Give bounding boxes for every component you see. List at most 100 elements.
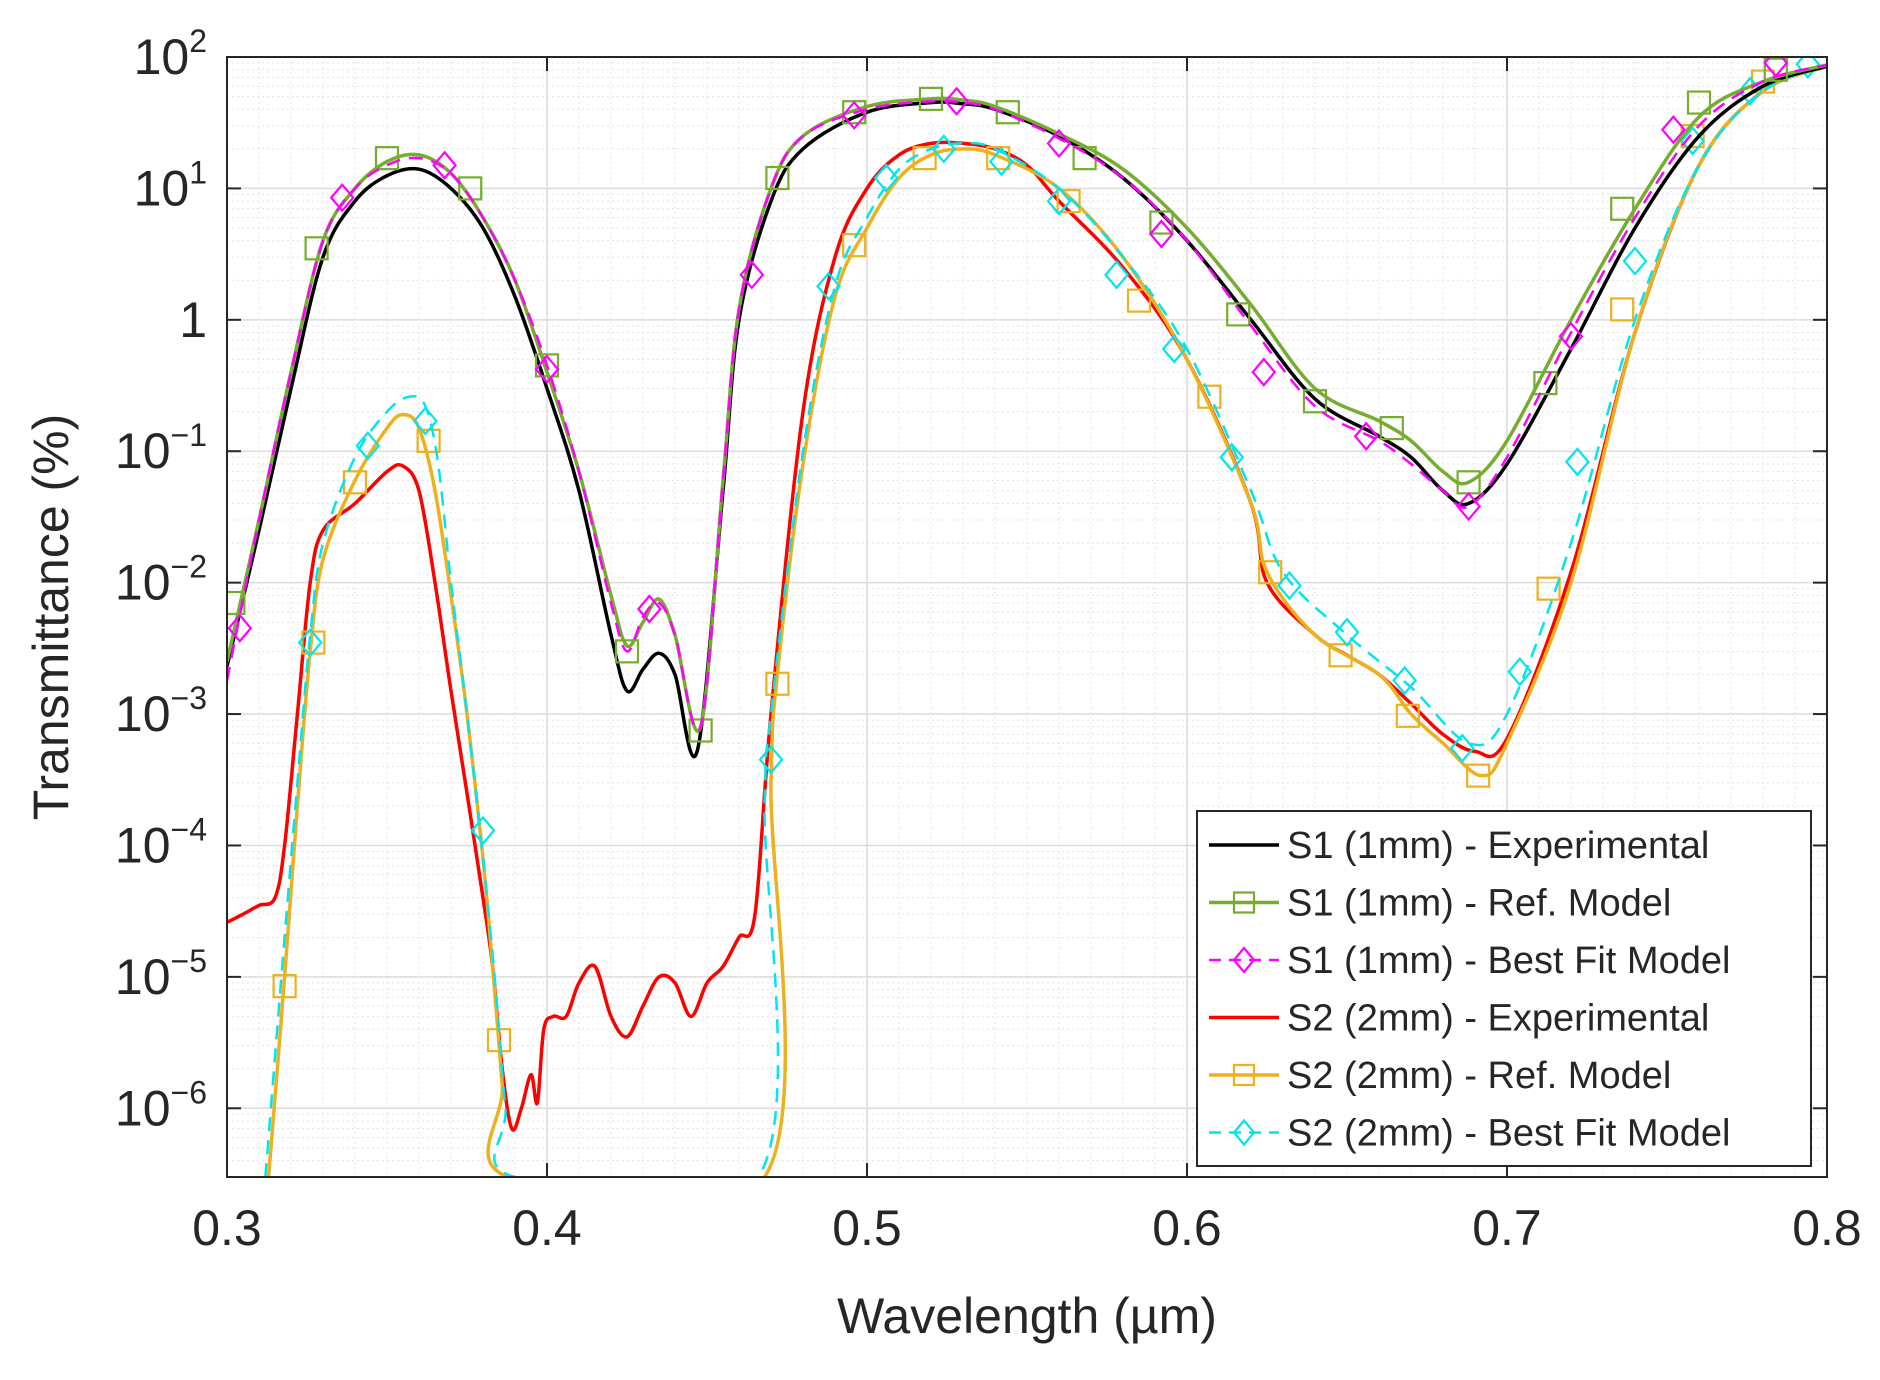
series-marker (374, 146, 400, 171)
series-marker (432, 150, 458, 180)
series-marker (304, 236, 329, 261)
series-marker (355, 431, 381, 461)
series-marker (1686, 90, 1712, 115)
x-tick-label: 0.3 (192, 1200, 262, 1256)
series-marker (931, 134, 957, 164)
y-tick-label: 10−2 (115, 549, 207, 611)
series-marker (1302, 389, 1328, 414)
legend-entry: S2 (2mm) - Ref. Model (1287, 1055, 1671, 1097)
y-tick-label: 1 (179, 292, 207, 348)
series-marker (614, 639, 640, 664)
series-marker (1536, 576, 1561, 601)
series-marker (1046, 186, 1072, 216)
series-marker (1276, 570, 1302, 601)
series-marker (1507, 657, 1533, 687)
y-tick-label: 10−4 (115, 811, 207, 873)
y-tick-label: 10−6 (115, 1074, 207, 1136)
series-marker (1392, 665, 1418, 696)
series-marker (272, 974, 297, 999)
x-tick-labels: 0.3 0.4 0.5 0.6 0.7 0.8 (192, 1200, 1862, 1256)
series-layer (227, 57, 1827, 1177)
series-marker (1737, 76, 1763, 106)
legend-box (1196, 810, 1812, 1167)
plot-frame (226, 56, 1828, 1178)
series-marker (1660, 114, 1686, 145)
series-marker (758, 744, 784, 775)
series-group (227, 64, 1827, 759)
series-marker (841, 100, 867, 131)
series-marker (1046, 128, 1072, 159)
series-marker (534, 353, 560, 378)
series-marker (1258, 560, 1283, 585)
series-marker (918, 86, 944, 111)
y-tick-label: 10−5 (115, 943, 207, 1005)
series-marker (412, 406, 438, 436)
series-marker (297, 627, 323, 658)
series-marker (1763, 57, 1788, 82)
series-marker (944, 86, 970, 117)
y-tick-label: 102 (134, 23, 207, 85)
series-marker (739, 260, 765, 290)
x-tick-label: 0.4 (512, 1200, 582, 1256)
axis-ticks (226, 56, 1828, 1177)
legend-marker (1232, 1063, 1256, 1087)
legend-entry: S2 (2mm) - Experimental (1287, 998, 1709, 1040)
series-marker (1219, 442, 1245, 472)
series-marker (1564, 447, 1590, 477)
series-marker (636, 594, 662, 624)
y-axis-title: Transmittance (%) (23, 414, 79, 821)
series-marker (1558, 321, 1584, 351)
series-marker (873, 163, 899, 193)
series-marker (470, 815, 496, 846)
series-marker (688, 718, 713, 743)
series-marker (1251, 357, 1277, 387)
series-marker (816, 271, 842, 301)
series-marker (1395, 703, 1420, 728)
series-marker (1610, 297, 1635, 322)
series-marker (842, 233, 867, 258)
series-marker (765, 165, 790, 191)
x-axis-title: Wavelength (µm) (837, 1288, 1217, 1344)
legend-entry: S1 (1mm) - Experimental (1287, 825, 1709, 867)
series-marker (1197, 384, 1222, 409)
legend-marker (1232, 1118, 1256, 1147)
series-marker (1149, 210, 1174, 235)
legend-entry: S1 (1mm) - Best Fit Model (1287, 940, 1730, 982)
series-marker (1622, 246, 1648, 276)
y-tick-label: 101 (134, 154, 207, 216)
series-line (227, 63, 1827, 732)
series-marker (1148, 219, 1174, 249)
series-marker (1795, 57, 1821, 79)
series-marker (227, 590, 246, 616)
series-line (264, 65, 1827, 1177)
series-line (227, 64, 1827, 759)
legend-marker (1232, 946, 1256, 974)
series-marker (534, 354, 560, 385)
series-marker (1226, 302, 1251, 327)
series-marker (329, 182, 355, 213)
legend-entry: S2 (2mm) - Best Fit Model (1287, 1113, 1730, 1155)
series-marker (1449, 733, 1475, 763)
series-marker (1334, 617, 1360, 647)
series-group (264, 57, 1827, 1177)
series-marker (995, 100, 1020, 125)
x-tick-label: 0.5 (832, 1200, 902, 1256)
x-tick-label: 0.7 (1472, 1200, 1542, 1256)
series-marker (1379, 415, 1404, 441)
series-marker (1763, 57, 1789, 78)
y-tick-label: 10−1 (115, 417, 207, 479)
series-marker (1328, 643, 1353, 668)
x-tick-label: 0.8 (1792, 1200, 1862, 1256)
x-tick-label: 0.6 (1152, 1200, 1222, 1256)
series-marker (1056, 189, 1081, 214)
legend-entry: S1 (1mm) - Ref. Model (1287, 883, 1671, 925)
series-marker (1456, 491, 1482, 522)
series-marker (1610, 196, 1635, 221)
y-tick-label: 10−3 (115, 680, 207, 742)
series-marker (227, 613, 253, 643)
series-marker (1104, 260, 1130, 290)
series-marker (1533, 370, 1558, 396)
series-marker (1353, 421, 1379, 451)
minor-grid (227, 57, 1827, 1178)
